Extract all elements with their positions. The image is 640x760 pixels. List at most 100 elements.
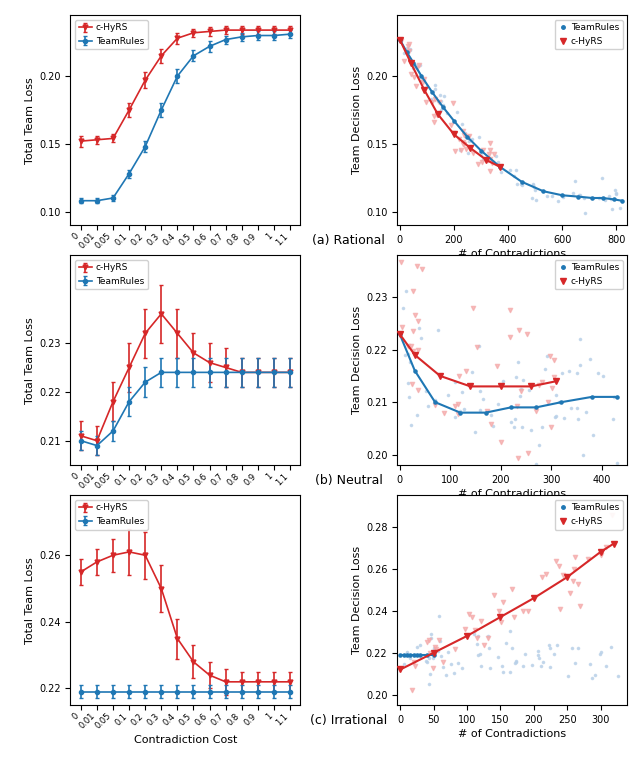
Point <box>507 583 517 595</box>
Point <box>586 353 596 366</box>
Point <box>614 201 625 214</box>
Point <box>485 662 495 674</box>
Point <box>551 389 561 401</box>
Point <box>460 622 470 635</box>
Point <box>433 94 443 106</box>
Point <box>554 396 564 408</box>
Point <box>563 670 573 682</box>
Point <box>594 192 604 204</box>
Point <box>455 144 465 156</box>
Point <box>441 669 451 681</box>
Point <box>575 600 585 613</box>
Point <box>400 349 410 361</box>
Point <box>582 553 593 565</box>
Point <box>527 192 537 204</box>
Point <box>417 263 427 275</box>
Point <box>476 149 486 161</box>
Legend: c-HyRS, TeamRules: c-HyRS, TeamRules <box>75 260 148 290</box>
Point <box>552 639 562 651</box>
X-axis label: # of Contradictions: # of Contradictions <box>458 729 566 739</box>
Point <box>412 62 422 74</box>
Point <box>570 657 580 670</box>
Point <box>459 138 469 150</box>
Point <box>499 375 509 387</box>
Point <box>598 370 609 382</box>
Point <box>570 551 580 563</box>
Point <box>403 378 413 390</box>
Point <box>464 608 474 620</box>
Point <box>551 555 561 567</box>
Point <box>403 42 413 54</box>
X-axis label: Contradiction Cost: Contradiction Cost <box>134 735 237 745</box>
X-axis label: Contradiction Cost: Contradiction Cost <box>134 495 237 505</box>
Point <box>496 435 506 448</box>
Point <box>552 195 563 207</box>
Point <box>538 656 548 668</box>
Point <box>612 457 622 469</box>
Point <box>406 68 416 80</box>
Point <box>410 660 420 673</box>
Point <box>453 398 463 410</box>
Point <box>497 660 508 672</box>
Point <box>479 638 490 651</box>
Point <box>472 632 482 644</box>
Point <box>468 302 478 314</box>
Point <box>483 632 493 644</box>
Point <box>474 340 484 352</box>
Point <box>606 193 616 205</box>
Point <box>472 638 483 650</box>
Point <box>488 420 499 432</box>
Point <box>413 384 423 396</box>
Point <box>406 419 416 431</box>
Point <box>511 400 522 412</box>
Point <box>417 74 427 87</box>
Point <box>404 46 414 58</box>
Point <box>473 630 483 642</box>
Point <box>518 374 529 386</box>
Point <box>482 404 492 416</box>
Point <box>596 645 607 657</box>
Point <box>404 38 414 50</box>
Point <box>428 662 438 674</box>
Point <box>554 559 564 572</box>
Point <box>573 641 583 654</box>
Legend: TeamRules, c-HyRS: TeamRules, c-HyRS <box>555 260 623 290</box>
Point <box>446 658 456 670</box>
Point <box>473 157 483 169</box>
Point <box>569 563 579 575</box>
Point <box>433 324 444 336</box>
Point <box>531 404 541 416</box>
Point <box>454 370 464 382</box>
Point <box>429 394 440 406</box>
Point <box>513 356 524 368</box>
Point <box>509 170 520 182</box>
Point <box>485 144 495 157</box>
Point <box>460 129 470 141</box>
Point <box>424 634 435 646</box>
Point <box>511 163 521 176</box>
Point <box>588 429 598 441</box>
Point <box>496 616 506 629</box>
Point <box>468 628 479 640</box>
Point <box>481 154 492 166</box>
Point <box>429 83 440 95</box>
Point <box>516 383 526 395</box>
Point <box>404 391 414 403</box>
Point <box>607 509 617 521</box>
Point <box>506 416 516 428</box>
Point <box>413 59 424 71</box>
Point <box>566 402 577 414</box>
Point <box>431 109 442 121</box>
Point <box>455 404 465 416</box>
Point <box>461 365 471 377</box>
Point <box>587 671 597 683</box>
Point <box>531 458 541 470</box>
Point <box>412 641 422 653</box>
Point <box>449 400 460 412</box>
Point <box>487 157 497 169</box>
Point <box>410 309 420 321</box>
Point <box>568 187 578 199</box>
Point <box>443 388 453 401</box>
Point <box>467 133 477 145</box>
Point <box>607 202 617 214</box>
